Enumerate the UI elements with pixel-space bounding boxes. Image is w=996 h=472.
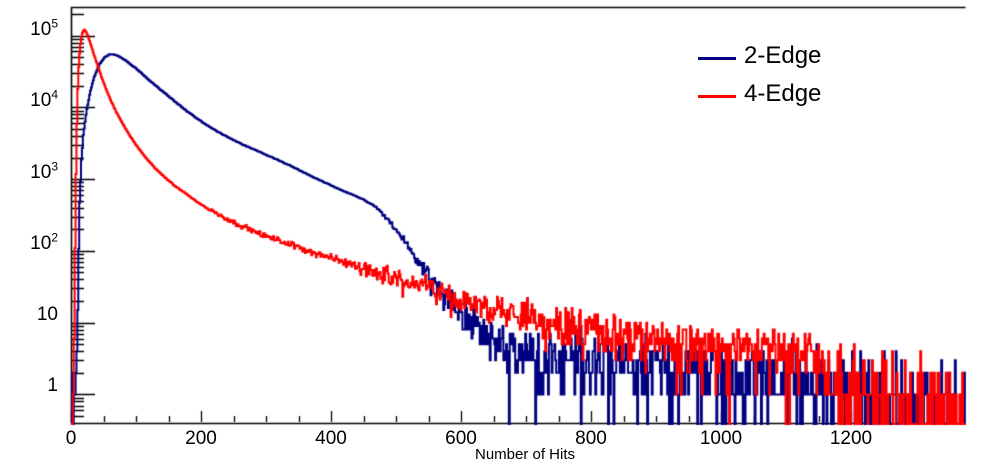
x-axis-title: Number of Hits [474,446,576,463]
legend-entry-2-edge[interactable]: 2-Edge [698,42,928,74]
y-tick-label-1: 1 [47,375,58,396]
legend-label-4-edge: 4-Edge [744,80,822,107]
legend-swatch-2-edge [698,57,736,60]
y-tick-label-10000: 104 [30,87,58,111]
y-tick-label-100000: 105 [30,16,58,40]
y-tick-label-100: 102 [30,230,58,254]
x-tick-label-600: 600 [445,428,477,449]
x-tick-label-400: 400 [315,428,347,449]
y-tick-label-10: 10 [36,304,58,325]
legend-entry-4-edge[interactable]: 4-Edge [698,80,928,112]
x-tick-label-1200: 1200 [829,428,873,449]
legend-label-2-edge: 2-Edge [744,42,822,69]
x-tick-label-800: 800 [575,428,607,449]
x-tick-label-1000: 1000 [699,428,743,449]
legend-swatch-4-edge [698,95,736,98]
y-tick-label-1000: 103 [30,159,58,183]
x-tick-label-0: 0 [65,428,77,449]
x-tick-label-200: 200 [185,428,217,449]
legend: 2-Edge 4-Edge [698,42,938,112]
